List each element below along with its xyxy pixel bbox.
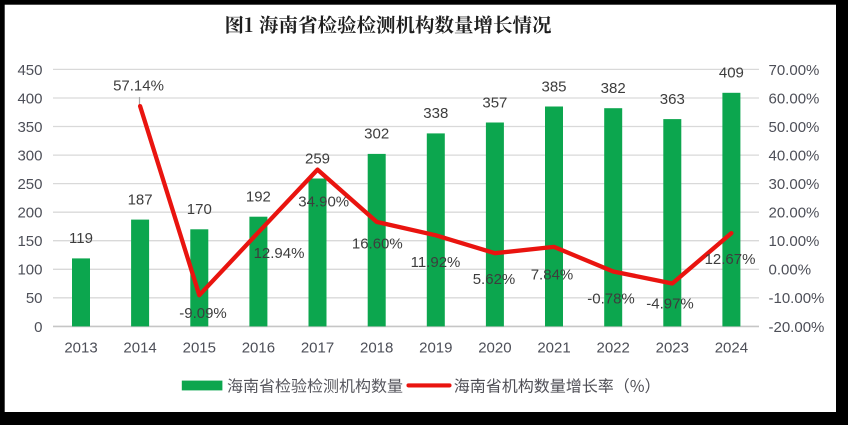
svg-text:300: 300 <box>17 148 42 165</box>
svg-text:2015: 2015 <box>183 339 216 356</box>
svg-text:11.92%: 11.92% <box>411 254 461 271</box>
svg-text:2019: 2019 <box>419 339 452 356</box>
svg-text:119: 119 <box>69 230 93 247</box>
svg-text:150: 150 <box>17 233 42 250</box>
svg-text:2016: 2016 <box>242 339 275 356</box>
svg-text:30.00%: 30.00% <box>769 176 820 193</box>
svg-text:400: 400 <box>17 90 42 107</box>
svg-text:16.60%: 16.60% <box>352 235 403 252</box>
svg-text:385: 385 <box>541 78 566 95</box>
svg-text:-9.09%: -9.09% <box>179 305 227 322</box>
svg-text:357: 357 <box>482 94 507 111</box>
svg-text:259: 259 <box>305 150 330 167</box>
svg-text:0: 0 <box>34 319 42 336</box>
svg-text:338: 338 <box>423 105 448 122</box>
svg-text:34.90%: 34.90% <box>298 193 349 210</box>
svg-text:2020: 2020 <box>478 339 511 356</box>
svg-text:363: 363 <box>660 91 685 108</box>
svg-text:-0.78%: -0.78% <box>587 290 635 307</box>
svg-text:0.00%: 0.00% <box>769 262 812 279</box>
svg-text:50.00%: 50.00% <box>769 119 820 136</box>
svg-text:12.67%: 12.67% <box>705 251 756 268</box>
svg-text:10.00%: 10.00% <box>769 233 820 250</box>
svg-text:2018: 2018 <box>360 339 393 356</box>
svg-text:2014: 2014 <box>123 339 156 356</box>
svg-text:2023: 2023 <box>656 339 689 356</box>
svg-text:-20.00%: -20.00% <box>769 319 825 336</box>
svg-text:-10.00%: -10.00% <box>769 290 825 307</box>
svg-text:7.84%: 7.84% <box>531 266 574 283</box>
svg-text:20.00%: 20.00% <box>769 205 820 222</box>
svg-text:2024: 2024 <box>715 339 748 356</box>
svg-text:12.94%: 12.94% <box>254 245 305 262</box>
svg-text:2017: 2017 <box>301 339 334 356</box>
svg-text:57.14%: 57.14% <box>113 77 164 94</box>
svg-text:450: 450 <box>17 62 42 79</box>
svg-text:382: 382 <box>601 80 626 97</box>
svg-text:2022: 2022 <box>597 339 630 356</box>
svg-text:40.00%: 40.00% <box>769 148 820 165</box>
svg-text:192: 192 <box>246 189 271 206</box>
svg-text:-4.97%: -4.97% <box>646 295 694 312</box>
svg-text:200: 200 <box>17 205 42 222</box>
svg-text:409: 409 <box>719 65 744 82</box>
svg-text:50: 50 <box>26 290 43 307</box>
svg-text:170: 170 <box>187 201 212 218</box>
svg-text:2013: 2013 <box>64 339 97 356</box>
svg-text:70.00%: 70.00% <box>769 62 820 79</box>
svg-text:250: 250 <box>17 176 42 193</box>
svg-text:302: 302 <box>364 126 389 143</box>
svg-text:187: 187 <box>128 191 153 208</box>
svg-text:5.62%: 5.62% <box>473 271 516 288</box>
svg-text:60.00%: 60.00% <box>769 90 820 107</box>
svg-text:2021: 2021 <box>537 339 570 356</box>
svg-text:100: 100 <box>17 262 42 279</box>
svg-text:350: 350 <box>17 119 42 136</box>
